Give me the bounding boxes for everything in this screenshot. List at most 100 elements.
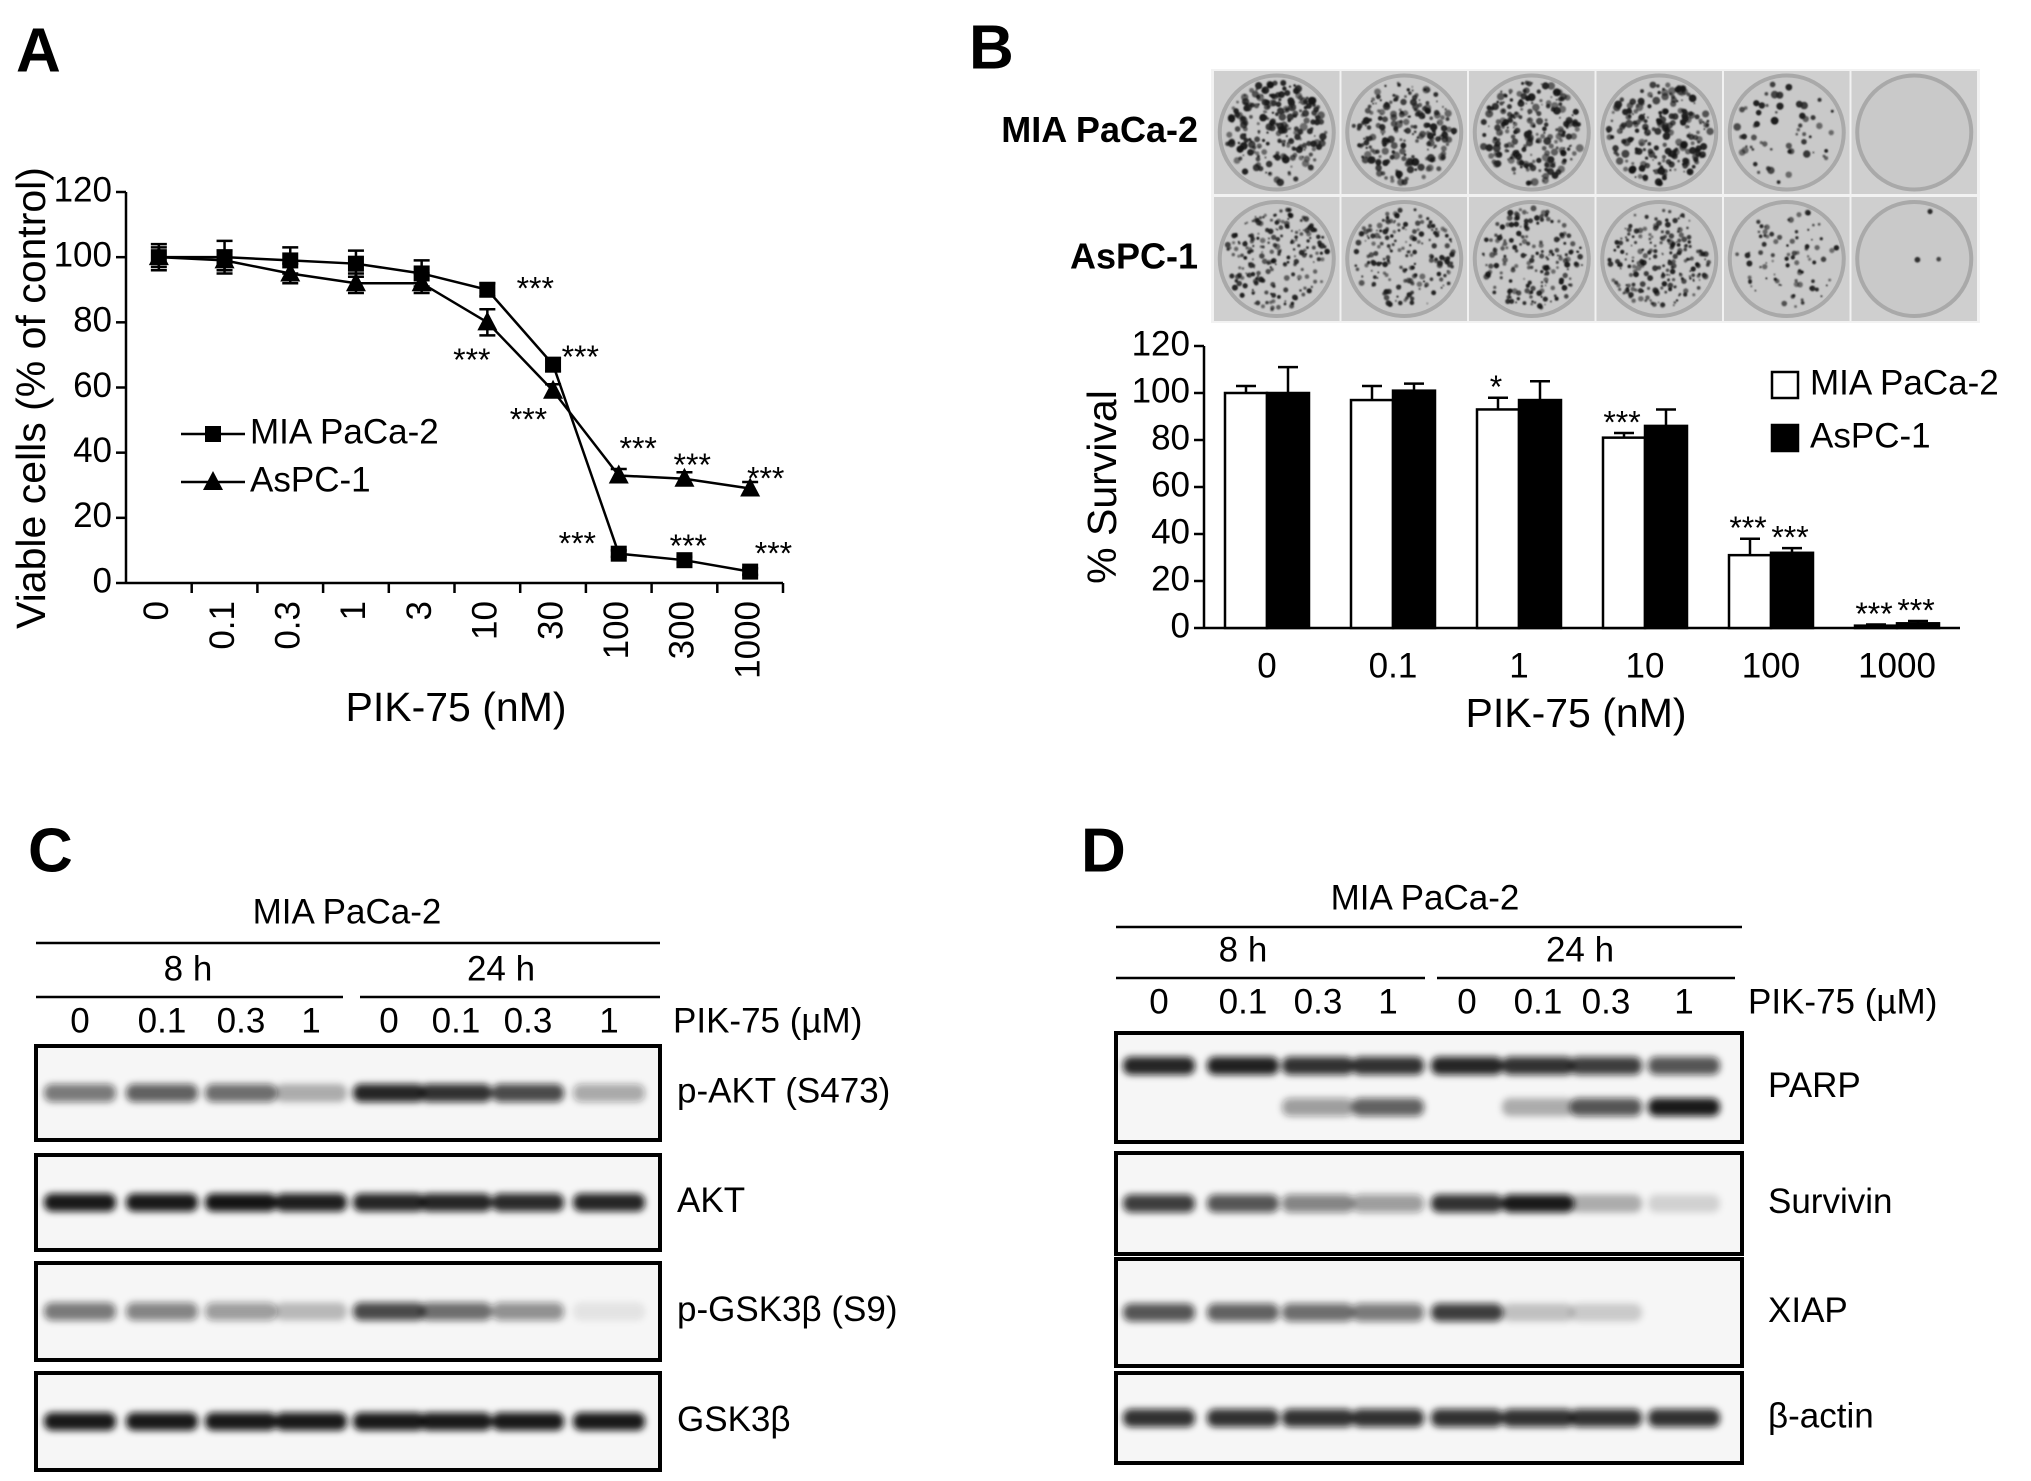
colony [1242, 126, 1248, 132]
colony [1521, 238, 1528, 245]
x-tick-label: 1000 [728, 601, 767, 679]
colonies [1481, 205, 1583, 310]
colony [1648, 257, 1651, 260]
colony [1396, 295, 1399, 298]
colony [1622, 108, 1629, 116]
colony [1505, 246, 1509, 250]
colony [1433, 156, 1436, 159]
colony [1525, 167, 1530, 172]
colony [1543, 122, 1549, 127]
colony [1515, 301, 1518, 304]
colony [1256, 122, 1260, 126]
colony [1267, 237, 1271, 240]
colony [1695, 145, 1702, 152]
colony [1419, 273, 1426, 280]
colony [1555, 133, 1563, 140]
bands [44, 1193, 645, 1212]
colony [1324, 248, 1330, 255]
colony [1644, 156, 1649, 160]
colony [1787, 218, 1790, 222]
band [1648, 1056, 1720, 1075]
colony [1569, 157, 1573, 161]
colonies [1224, 207, 1330, 312]
cell-line-label: MIA PaCa-2 [253, 892, 442, 931]
colony [1259, 245, 1263, 249]
colony [1313, 119, 1321, 126]
colony [1627, 264, 1632, 269]
colony [1626, 227, 1632, 233]
colony [1499, 117, 1507, 125]
colony [1312, 269, 1318, 274]
colony [1661, 158, 1666, 163]
colony [1637, 114, 1646, 123]
colony [1300, 113, 1305, 118]
marker [347, 255, 364, 272]
colony [1548, 253, 1551, 256]
colony [1432, 132, 1436, 137]
colony [1380, 128, 1386, 135]
colony [1405, 228, 1407, 231]
colony [1683, 110, 1689, 116]
colony [1549, 300, 1552, 303]
colony [1558, 256, 1563, 261]
colony [1366, 234, 1369, 238]
colony [1485, 144, 1493, 152]
x-tick-label: 1000 [1858, 646, 1936, 685]
colony [1269, 266, 1272, 269]
colony [1366, 125, 1372, 130]
colony [1294, 238, 1298, 242]
colony [1238, 156, 1243, 161]
colony [1811, 279, 1815, 284]
bands [44, 1412, 645, 1431]
colony [1530, 82, 1534, 85]
colony [1287, 212, 1292, 217]
colony [1376, 170, 1383, 177]
colony [1615, 152, 1620, 157]
colony [1257, 232, 1260, 235]
colony [1513, 171, 1516, 175]
colony [1383, 294, 1390, 301]
colony [1702, 251, 1709, 257]
colony [1540, 250, 1544, 254]
colony [1397, 229, 1401, 232]
colony [1421, 105, 1428, 112]
band [1502, 1194, 1574, 1213]
colony [1833, 245, 1840, 251]
band [1352, 1194, 1424, 1213]
colony [1413, 208, 1417, 212]
colony [1494, 233, 1498, 237]
colony [1501, 109, 1505, 113]
colony [1270, 93, 1277, 99]
colony [1667, 153, 1672, 157]
colony [1686, 92, 1691, 97]
colony [1547, 82, 1556, 90]
colony [1416, 228, 1420, 232]
colony [1354, 264, 1358, 268]
colony [1380, 171, 1386, 176]
colony [1627, 114, 1632, 119]
colony [1518, 115, 1523, 120]
colony [1706, 127, 1714, 136]
colony [1409, 234, 1415, 241]
colony [1295, 92, 1303, 99]
colony [1817, 222, 1821, 226]
colony [1361, 275, 1364, 278]
colony [1647, 275, 1654, 282]
colony [1440, 124, 1448, 132]
colony [1400, 98, 1407, 106]
colony [1318, 139, 1326, 147]
colony [1539, 98, 1543, 103]
band [573, 1412, 645, 1431]
colony [1803, 150, 1811, 158]
colony [1642, 226, 1648, 232]
colony [1427, 148, 1429, 151]
colony [1364, 107, 1371, 114]
colony [1427, 139, 1435, 147]
colony [1699, 121, 1702, 125]
colony [1547, 133, 1554, 140]
colony [1669, 169, 1672, 172]
significance-label: *** [1603, 404, 1640, 440]
colony [1769, 231, 1775, 237]
colony [1682, 216, 1685, 218]
bar [1475, 408, 1521, 630]
